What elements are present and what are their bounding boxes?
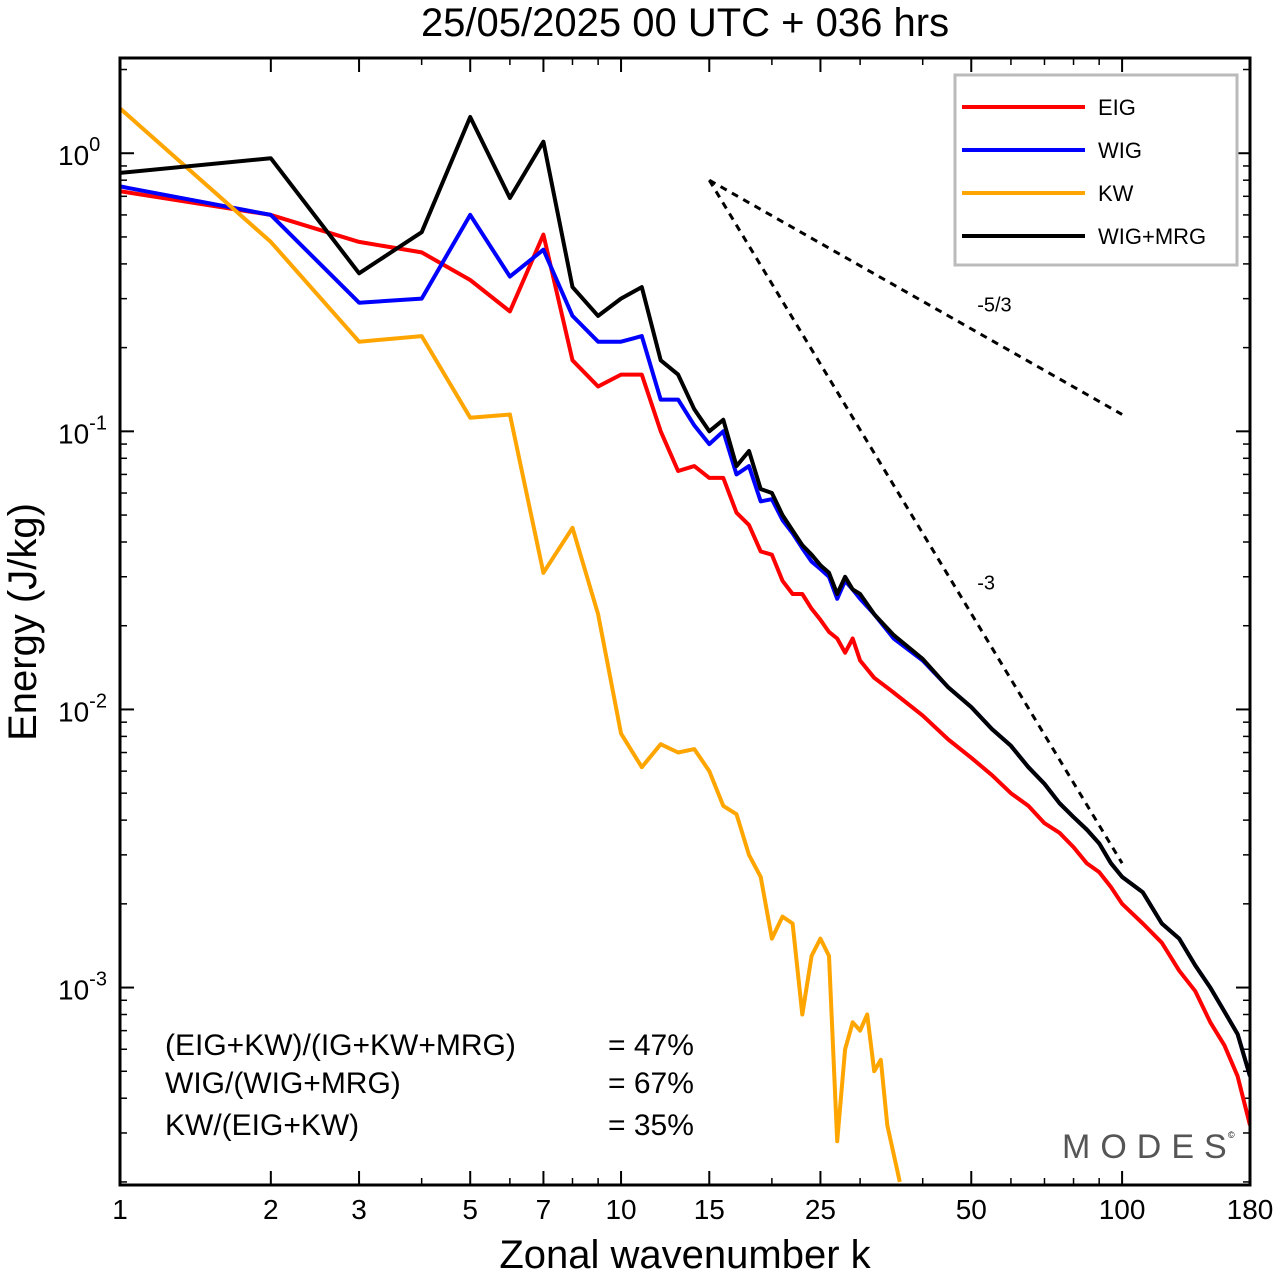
x-tick-label: 2 [263,1194,279,1225]
legend: EIG WIG KW WIG+MRG [953,73,1239,267]
y-axis-label: Energy (J/kg) [1,503,45,741]
x-tick-label: 10 [605,1194,636,1225]
x-tick-label: 50 [956,1194,987,1225]
series-layer [120,106,1250,1183]
plot-frame [118,56,1252,1187]
x-tick-label: 5 [462,1194,478,1225]
x-tick-label: 15 [694,1194,725,1225]
x-tick-label: 3 [351,1194,367,1225]
x-tick-label: 7 [536,1194,552,1225]
ratio-label-eig-kw: (EIG+KW)/(IG+KW+MRG) [165,1029,516,1062]
y-tick-label: 10-2 [58,690,107,727]
reference-lines: -5/3 -3 [707,178,1124,864]
x-tick-label: 100 [1099,1194,1146,1225]
ratio-summary: (EIG+KW)/(IG+KW+MRG) = 47% WIG/(WIG+MRG)… [165,1029,694,1142]
series-line-wig-mrg [120,115,1250,1077]
x-tick-label: 25 [805,1194,836,1225]
ratio-label-wig: WIG/(WIG+MRG) [165,1067,401,1100]
series-line-eig [120,189,1250,1126]
slope-label-3: -3 [977,573,995,595]
ratio-value-kw: = 35% [608,1109,694,1142]
slope-label-5-3: -5/3 [977,294,1011,316]
legend-label-wig: WIG [1098,138,1142,163]
ratio-value-wig: = 67% [608,1067,694,1100]
reference-line-5-3 [708,178,1123,416]
y-tick-label: 10-3 [58,969,107,1006]
reference-line-3 [707,179,1124,864]
ratio-value-eig-kw: = 47% [608,1029,694,1062]
series-line-kw [120,106,902,1183]
axis-tick-labels: 1 2 3 5 7 10 15 25 50 100 180 100 10-1 10-2 10-3 [58,134,1273,1225]
legend-label-eig: EIG [1098,95,1136,120]
modes-copyright-mark: © [1228,1130,1235,1140]
ratio-label-kw: KW/(EIG+KW) [165,1109,359,1142]
x-axis-label: Zonal wavenumber k [499,1233,871,1277]
chart-title: 25/05/2025 00 UTC + 036 hrs [421,1,949,45]
y-tick-label: 100 [58,134,100,171]
legend-label-wig-mrg: WIG+MRG [1098,224,1206,249]
x-tick-label: 1 [112,1194,128,1225]
legend-label-kw: KW [1098,181,1134,206]
y-tick-label: 10-1 [58,412,107,449]
x-tick-label: 180 [1227,1194,1274,1225]
modes-watermark: MODES [1062,1128,1237,1166]
series-line-wig [120,184,1250,1077]
